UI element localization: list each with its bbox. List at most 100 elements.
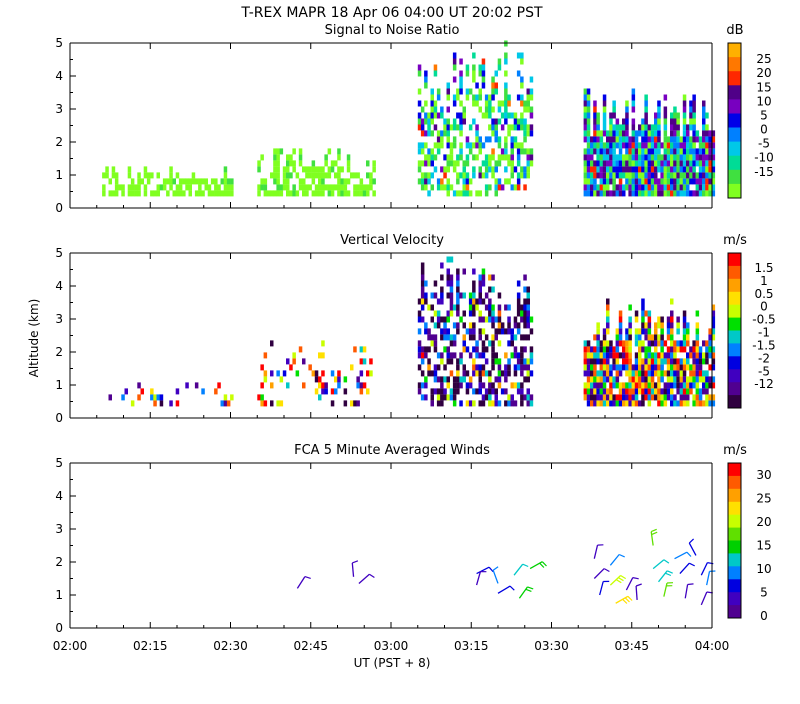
data-cell: [498, 328, 502, 334]
data-cell: [453, 124, 457, 130]
data-cell: [673, 400, 677, 406]
data-cell: [488, 370, 492, 376]
data-cell: [418, 142, 422, 148]
data-cell: [635, 358, 639, 364]
data-cell: [651, 394, 655, 400]
plot-area: [109, 257, 716, 407]
data-cell: [632, 370, 636, 376]
data-cell: [456, 364, 460, 370]
data-cell: [593, 364, 597, 370]
data-cell: [163, 184, 167, 190]
data-cell: [360, 370, 364, 376]
data-cell: [321, 184, 325, 190]
data-cell: [635, 148, 639, 154]
data-cell: [596, 376, 600, 382]
wind-barb-feather: [664, 560, 669, 563]
data-cell: [475, 305, 479, 311]
data-cell: [609, 400, 613, 406]
data-cell: [447, 83, 451, 89]
data-cell: [593, 101, 597, 107]
data-cell: [498, 370, 502, 376]
data-cell: [596, 370, 600, 376]
data-cell: [676, 166, 680, 172]
data-cell: [603, 113, 607, 119]
data-cell: [644, 364, 648, 370]
data-cell: [705, 358, 709, 364]
data-cell: [670, 311, 674, 317]
data-cell: [680, 142, 684, 148]
data-cell: [641, 346, 645, 352]
data-cell: [609, 352, 613, 358]
data-cell: [431, 119, 435, 125]
data-cell: [312, 172, 316, 178]
data-cell: [664, 166, 668, 172]
data-cell: [488, 124, 492, 130]
data-cell: [603, 328, 607, 334]
data-cell: [651, 340, 655, 346]
wind-barb: [680, 563, 695, 573]
data-cell: [628, 172, 632, 178]
data-cell: [635, 317, 639, 323]
data-cell: [453, 305, 457, 311]
data-cell: [520, 101, 524, 107]
data-cell: [632, 160, 636, 166]
data-cell: [511, 400, 515, 406]
data-cell: [612, 178, 616, 184]
data-cell: [514, 364, 518, 370]
data-cell: [214, 190, 218, 196]
data-cell: [520, 364, 524, 370]
data-cell: [632, 388, 636, 394]
data-cell: [600, 172, 604, 178]
data-cell: [479, 148, 483, 154]
data-cell: [654, 394, 658, 400]
data-cell: [664, 388, 668, 394]
data-cell: [527, 160, 531, 166]
data-cell: [450, 311, 454, 317]
data-cell: [584, 136, 588, 142]
data-cell: [587, 124, 591, 130]
data-cell: [651, 130, 655, 136]
data-cell: [450, 287, 454, 293]
data-cell: [157, 394, 161, 400]
data-cell: [134, 184, 138, 190]
data-cell: [596, 388, 600, 394]
data-cell: [273, 148, 277, 154]
data-segment: [257, 148, 376, 196]
data-cell: [657, 154, 661, 160]
data-cell: [276, 148, 280, 154]
data-cell: [424, 77, 428, 83]
data-cell: [437, 142, 441, 148]
data-cell: [443, 166, 447, 172]
data-cell: [622, 119, 626, 125]
data-cell: [590, 376, 594, 382]
data-cell: [584, 119, 588, 125]
data-cell: [507, 328, 511, 334]
data-cell: [424, 281, 428, 287]
wind-barb-shaft: [359, 574, 370, 583]
data-cell: [504, 166, 508, 172]
data-cell: [344, 376, 348, 382]
data-cell: [523, 364, 527, 370]
data-cell: [321, 352, 325, 358]
data-cell: [644, 119, 648, 125]
data-cell: [612, 148, 616, 154]
data-cell: [600, 142, 604, 148]
y-tick-label: 3: [55, 522, 63, 536]
data-cell: [699, 394, 703, 400]
data-cell: [514, 382, 518, 388]
data-cell: [276, 154, 280, 160]
data-cell: [590, 172, 594, 178]
data-cell: [680, 154, 684, 160]
data-cell: [660, 388, 664, 394]
wind-barb-shaft: [594, 545, 597, 559]
data-cell: [289, 190, 293, 196]
data-cell: [276, 160, 280, 166]
data-cell: [619, 364, 623, 370]
data-cell: [523, 130, 527, 136]
data-cell: [590, 388, 594, 394]
data-cell: [641, 340, 645, 346]
data-cell: [447, 334, 451, 340]
data-cell: [692, 124, 696, 130]
data-cell: [609, 154, 613, 160]
